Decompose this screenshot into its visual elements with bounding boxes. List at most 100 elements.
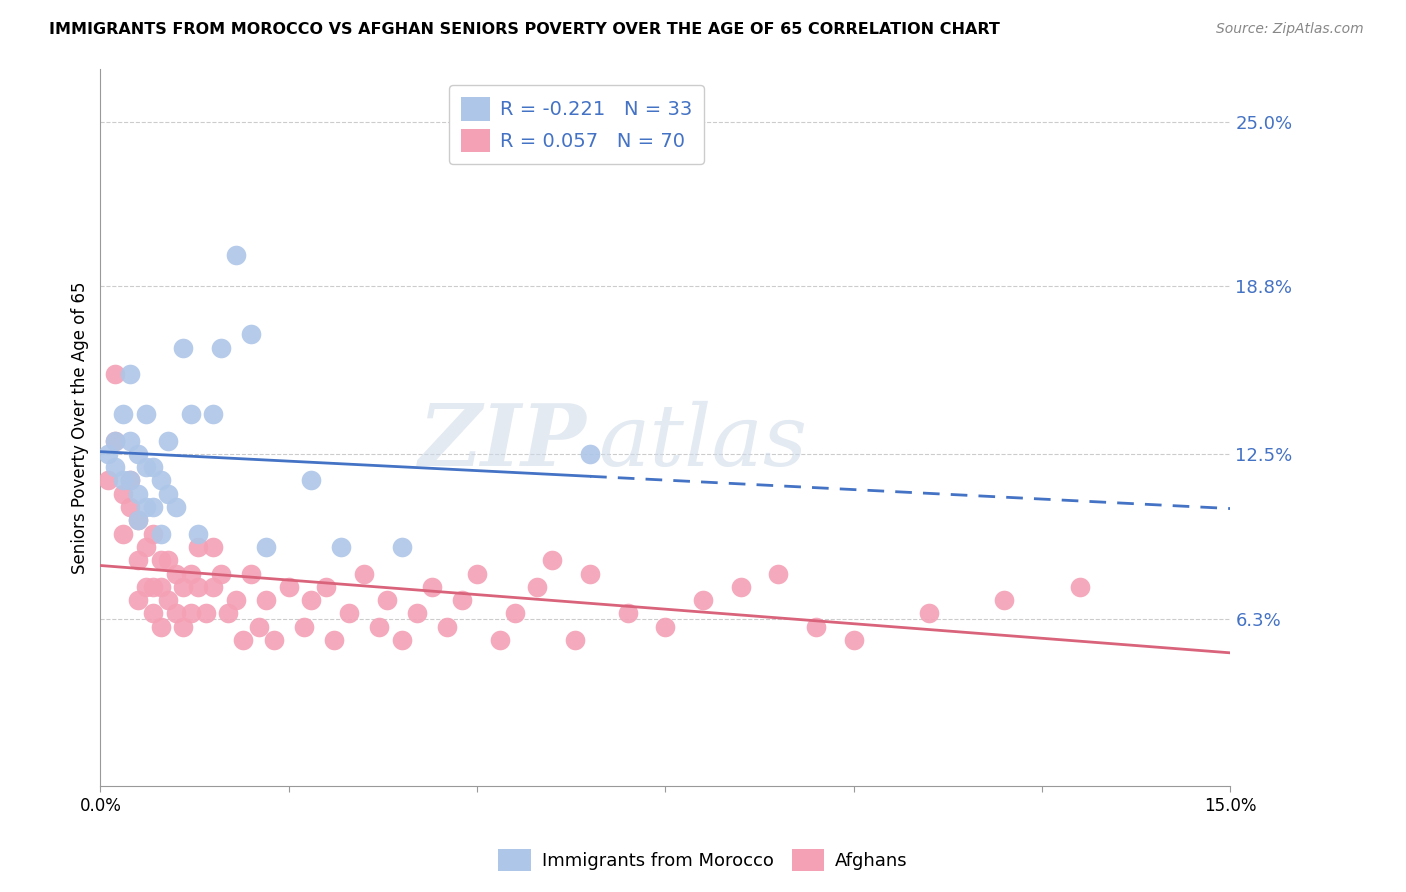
Text: atlas: atlas	[598, 401, 807, 483]
Point	[488, 632, 510, 647]
Point	[149, 526, 172, 541]
Point	[730, 580, 752, 594]
Point	[149, 580, 172, 594]
Point	[172, 341, 194, 355]
Point	[111, 487, 134, 501]
Point	[240, 566, 263, 581]
Point	[391, 540, 413, 554]
Point	[142, 460, 165, 475]
Point	[353, 566, 375, 581]
Point	[149, 474, 172, 488]
Point	[135, 540, 157, 554]
Point	[157, 593, 180, 607]
Point	[135, 407, 157, 421]
Point	[165, 500, 187, 514]
Point	[209, 341, 232, 355]
Point	[579, 447, 602, 461]
Point	[299, 593, 322, 607]
Legend: Immigrants from Morocco, Afghans: Immigrants from Morocco, Afghans	[491, 842, 915, 879]
Text: IMMIGRANTS FROM MOROCCO VS AFGHAN SENIORS POVERTY OVER THE AGE OF 65 CORRELATION: IMMIGRANTS FROM MOROCCO VS AFGHAN SENIOR…	[49, 22, 1000, 37]
Point	[104, 460, 127, 475]
Point	[97, 447, 120, 461]
Point	[391, 632, 413, 647]
Point	[240, 327, 263, 342]
Point	[142, 500, 165, 514]
Point	[202, 580, 225, 594]
Point	[368, 620, 391, 634]
Point	[127, 447, 149, 461]
Point	[993, 593, 1015, 607]
Point	[120, 474, 142, 488]
Point	[180, 566, 202, 581]
Point	[842, 632, 865, 647]
Point	[120, 474, 142, 488]
Point	[104, 367, 127, 381]
Point	[165, 566, 187, 581]
Point	[405, 607, 427, 621]
Point	[111, 526, 134, 541]
Point	[322, 632, 344, 647]
Point	[135, 460, 157, 475]
Point	[263, 632, 285, 647]
Point	[254, 593, 277, 607]
Point	[180, 407, 202, 421]
Point	[149, 620, 172, 634]
Point	[375, 593, 398, 607]
Point	[436, 620, 458, 634]
Point	[541, 553, 564, 567]
Point	[579, 566, 602, 581]
Point	[157, 487, 180, 501]
Point	[104, 434, 127, 448]
Point	[157, 434, 180, 448]
Point	[111, 474, 134, 488]
Point	[918, 607, 941, 621]
Point	[127, 593, 149, 607]
Point	[135, 580, 157, 594]
Point	[104, 434, 127, 448]
Point	[292, 620, 315, 634]
Text: Source: ZipAtlas.com: Source: ZipAtlas.com	[1216, 22, 1364, 37]
Point	[127, 513, 149, 527]
Point	[299, 474, 322, 488]
Point	[194, 607, 217, 621]
Point	[503, 607, 526, 621]
Point	[225, 247, 247, 261]
Point	[120, 434, 142, 448]
Point	[111, 407, 134, 421]
Point	[217, 607, 239, 621]
Point	[202, 407, 225, 421]
Point	[142, 526, 165, 541]
Text: ZIP: ZIP	[419, 400, 586, 483]
Point	[142, 580, 165, 594]
Point	[120, 367, 142, 381]
Y-axis label: Seniors Poverty Over the Age of 65: Seniors Poverty Over the Age of 65	[72, 281, 89, 574]
Point	[209, 566, 232, 581]
Point	[277, 580, 299, 594]
Point	[120, 500, 142, 514]
Point	[616, 607, 638, 621]
Point	[172, 580, 194, 594]
Point	[330, 540, 353, 554]
Point	[420, 580, 443, 594]
Point	[254, 540, 277, 554]
Point	[127, 553, 149, 567]
Point	[526, 580, 548, 594]
Point	[157, 553, 180, 567]
Point	[804, 620, 827, 634]
Legend: R = -0.221   N = 33, R = 0.057   N = 70: R = -0.221 N = 33, R = 0.057 N = 70	[449, 86, 703, 164]
Point	[768, 566, 790, 581]
Point	[135, 500, 157, 514]
Point	[202, 540, 225, 554]
Point	[180, 607, 202, 621]
Point	[142, 607, 165, 621]
Point	[654, 620, 676, 634]
Point	[247, 620, 270, 634]
Point	[97, 474, 120, 488]
Point	[564, 632, 586, 647]
Point	[127, 513, 149, 527]
Point	[172, 620, 194, 634]
Point	[232, 632, 254, 647]
Point	[187, 580, 209, 594]
Point	[187, 540, 209, 554]
Point	[315, 580, 337, 594]
